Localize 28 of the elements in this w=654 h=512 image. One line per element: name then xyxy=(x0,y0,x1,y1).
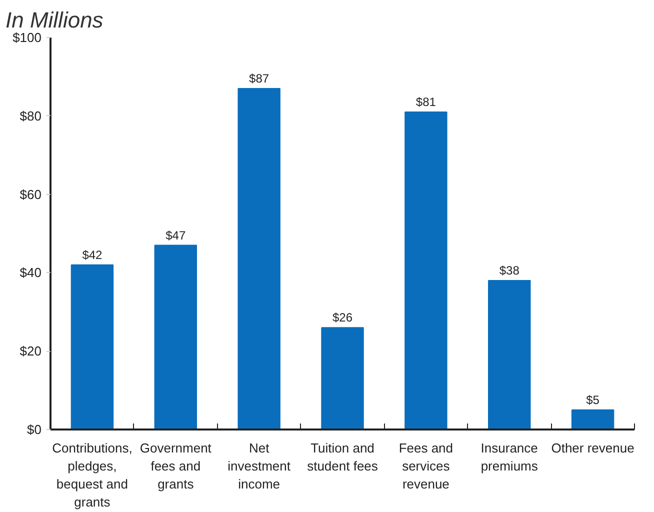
x-tick-label: Net investment income xyxy=(228,440,291,492)
y-tick-label: $40 xyxy=(20,265,42,280)
chart-title: In Millions xyxy=(6,8,104,32)
bar xyxy=(488,280,531,430)
x-tick-label: Tuition and student fees xyxy=(307,440,378,474)
data-label: $81 xyxy=(416,94,436,109)
y-tick-label: $60 xyxy=(20,186,42,202)
y-tick-label: $20 xyxy=(20,344,42,359)
data-label: $26 xyxy=(332,310,353,325)
data-label: $5 xyxy=(586,392,600,407)
x-tick-label: Contributions, pledges, bequest and grants xyxy=(52,440,132,510)
bar xyxy=(70,264,114,430)
bar xyxy=(154,244,197,430)
y-tick-label: $100 xyxy=(12,30,42,45)
x-tick-label: Fees and services revenue xyxy=(398,440,454,492)
x-tick-label: Government fees and grants xyxy=(140,440,212,492)
x-tick-label: Insurance premiums xyxy=(480,440,538,474)
x-tick-label: Other revenue xyxy=(551,440,634,456)
y-tick-label: $0 xyxy=(27,422,42,437)
data-label: $87 xyxy=(249,71,270,86)
bar xyxy=(404,111,448,430)
bar xyxy=(571,409,614,430)
bar xyxy=(238,88,280,430)
bar xyxy=(321,327,364,430)
data-label: $47 xyxy=(166,228,186,242)
y-tick-label: $80 xyxy=(20,108,42,124)
data-label: $38 xyxy=(499,264,520,278)
data-label: $42 xyxy=(82,248,103,262)
